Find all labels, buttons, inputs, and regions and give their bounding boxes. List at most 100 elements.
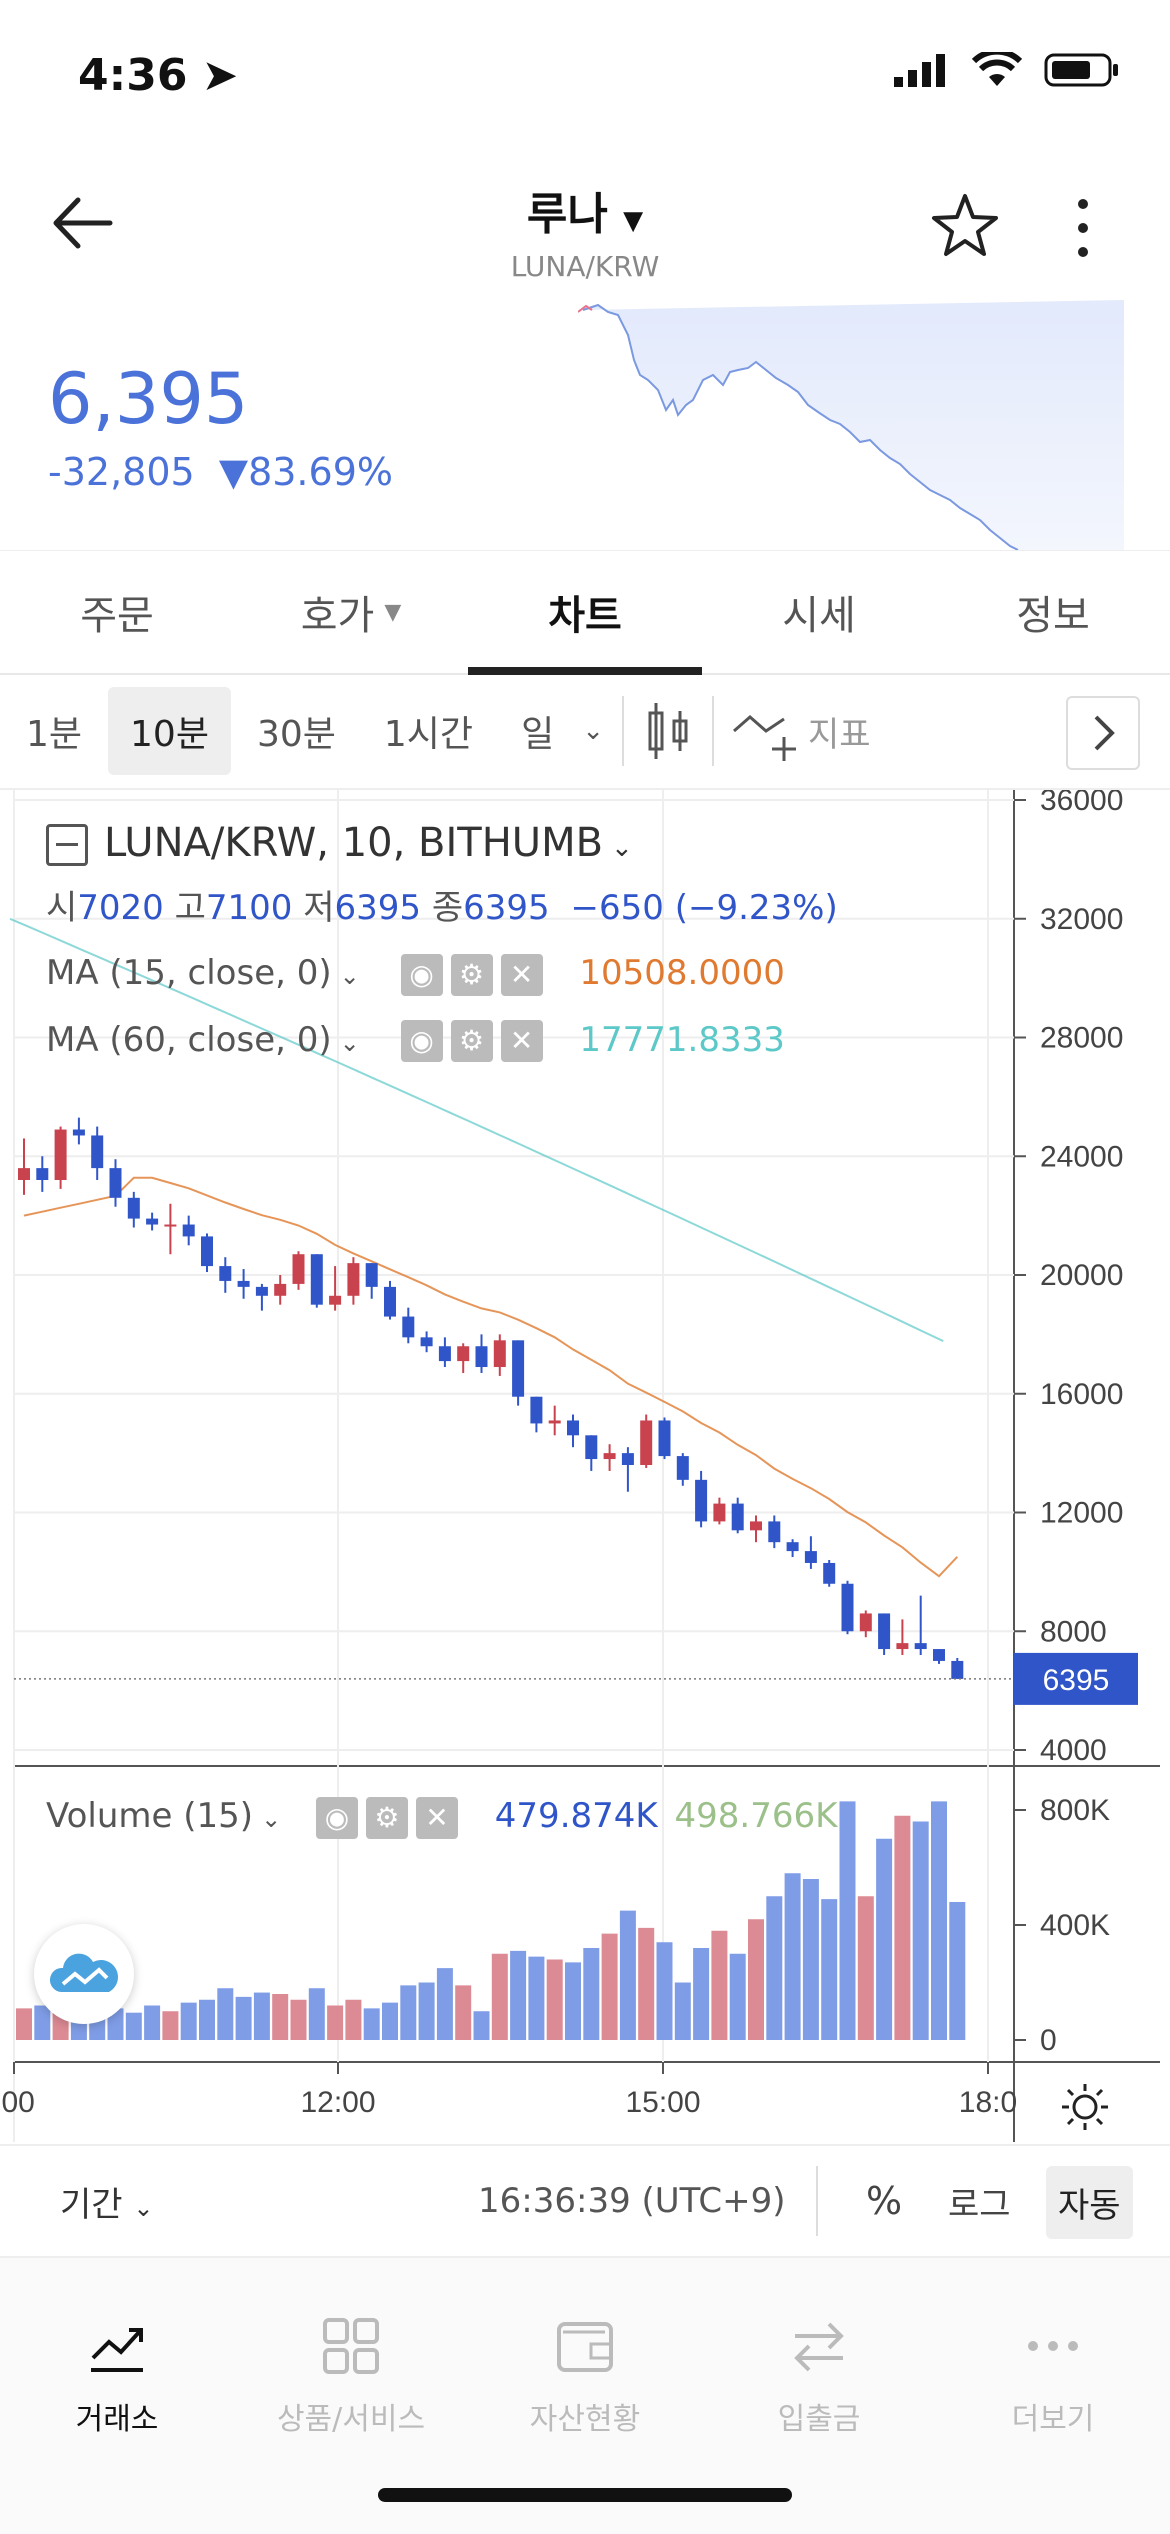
candle-body xyxy=(896,1643,909,1650)
close-icon[interactable]: ✕ xyxy=(500,953,543,996)
scroll-right-button[interactable] xyxy=(1066,696,1140,770)
interval-1h[interactable]: 1시간 xyxy=(383,714,474,755)
divider xyxy=(711,696,714,766)
ma60-value: 17771.8333 xyxy=(579,1019,785,1060)
interval-1m[interactable]: 1분 xyxy=(26,714,83,755)
current-price: 6,395 xyxy=(48,358,249,440)
close-icon[interactable]: ✕ xyxy=(415,1796,458,1839)
candle-body xyxy=(91,1135,104,1169)
volume-bar xyxy=(327,2005,344,2040)
tab-market[interactable]: 시세 xyxy=(702,551,936,673)
ma60-label: MA (60, close, 0) xyxy=(46,1019,332,1060)
price-change: -32,805 ▼83.69% xyxy=(48,450,393,494)
gear-icon[interactable]: ⚙ xyxy=(365,1796,408,1839)
candle-body xyxy=(72,1129,85,1136)
indicator-label[interactable]: 지표 xyxy=(807,714,871,755)
tab-label: 정보 xyxy=(1016,593,1090,639)
auto-toggle[interactable]: 자동 xyxy=(1046,2166,1133,2239)
collapse-icon[interactable] xyxy=(46,824,88,866)
price-axis-label: 28000 xyxy=(1040,1022,1123,1055)
tab-info[interactable]: 정보 xyxy=(936,551,1170,673)
candle-body xyxy=(933,1649,945,1661)
volume-bar xyxy=(766,1896,783,2040)
indicator-icon[interactable] xyxy=(732,701,802,761)
favorite-button[interactable] xyxy=(930,190,1000,264)
time-axis-label: 15:00 xyxy=(625,2086,700,2119)
change-amount: -32,805 xyxy=(48,450,195,494)
interval-dropdown-icon[interactable]: ⌄ xyxy=(582,716,604,746)
eye-icon[interactable]: ◉ xyxy=(400,1020,443,1062)
tab-chart[interactable]: 차트 xyxy=(468,551,702,675)
eye-icon[interactable]: ◉ xyxy=(400,953,443,996)
volume-bar xyxy=(345,1999,362,2040)
wallet-icon xyxy=(557,2322,613,2372)
volume-bar xyxy=(949,1902,966,2040)
nav-exchange[interactable]: 거래소 xyxy=(0,2318,234,2438)
more-horizontal-icon xyxy=(1028,2341,1078,2351)
volume-bar xyxy=(821,1899,838,2040)
nav-products[interactable]: 상품/서비스 xyxy=(234,2318,468,2438)
nav-assets[interactable]: 자산현황 xyxy=(468,2318,702,2438)
candle-body xyxy=(127,1197,140,1219)
chart-logo-button[interactable] xyxy=(34,1924,134,2024)
period-selector[interactable]: 기간 ⌄ xyxy=(60,2177,153,2226)
candle-body xyxy=(182,1224,195,1237)
volume-bar xyxy=(235,1996,252,2040)
interval-day[interactable]: 일 xyxy=(521,714,555,755)
volume-bar xyxy=(748,1919,764,2040)
candlestick-type-icon[interactable] xyxy=(642,701,694,761)
tab-orderbook[interactable]: 호가 ▼ xyxy=(234,551,468,673)
volume-bar xyxy=(400,1985,417,2040)
gear-icon[interactable]: ⚙ xyxy=(450,1020,493,1062)
symbol-row[interactable]: LUNA/KRW, 10, BITHUMB ⌄ xyxy=(46,820,838,866)
price-chart[interactable]: 36000 32000 28000 24000 20000 16000 12000 8000 4… xyxy=(0,790,1170,2142)
log-toggle[interactable]: 로그 xyxy=(948,2184,1011,2225)
candle-body xyxy=(347,1263,360,1296)
change-percent: ▼83.69% xyxy=(218,450,393,494)
more-vertical-icon xyxy=(1078,199,1088,257)
candle-body xyxy=(804,1551,817,1563)
volume-bar xyxy=(693,1948,710,2040)
volume-value-1: 479.874K xyxy=(494,1796,658,1836)
volume-bar xyxy=(876,1838,893,2040)
volume-bar xyxy=(125,2012,142,2040)
coin-title[interactable]: 루나 ▼ LUNA/KRW xyxy=(0,178,1170,283)
nav-label: 거래소 xyxy=(75,2402,159,2437)
ma15-line xyxy=(23,1176,959,1578)
nav-label: 자산현황 xyxy=(529,2402,641,2437)
candle-body xyxy=(18,1168,30,1180)
volume-bar xyxy=(583,1948,600,2040)
volume-bar xyxy=(931,1801,947,2040)
nav-deposit-withdraw[interactable]: 입출금 xyxy=(702,2318,936,2438)
last-price-label: 6395 xyxy=(1043,1664,1110,1697)
chevron-down-icon: ⌄ xyxy=(339,1028,360,1057)
ohlc-row: 시7020 고7100 저6395 종6395 −650 (−9.23%) xyxy=(46,880,838,929)
interval-10m[interactable]: 10분 xyxy=(108,687,231,775)
percent-toggle[interactable]: % xyxy=(866,2179,903,2223)
ma60-row[interactable]: MA (60, close, 0) ⌄ ◉ ⚙ ✕ 17771.8333 xyxy=(46,1019,838,1062)
chart-bottom-bar: 기간 ⌄ 16:36:39 (UTC+9) % 로그 자동 xyxy=(0,2144,1170,2256)
nav-more[interactable]: 더보기 xyxy=(936,2318,1170,2438)
eye-icon[interactable]: ◉ xyxy=(315,1796,358,1839)
back-button[interactable] xyxy=(48,188,128,258)
volume-bar xyxy=(199,1999,215,2040)
ma15-row[interactable]: MA (15, close, 0) ⌄ ◉ ⚙ ✕ 10508.0000 xyxy=(46,953,838,996)
volume-legend[interactable]: Volume (15) ⌄ ◉ ⚙ ✕ 479.874K 498.766K xyxy=(46,1796,837,1839)
location-arrow-icon: ➤ xyxy=(201,50,239,101)
volume-bar xyxy=(546,1959,563,2040)
chevron-down-icon: ⌄ xyxy=(611,833,633,863)
candle-body xyxy=(878,1613,891,1650)
volume-bar xyxy=(839,1801,856,2040)
interval-30m[interactable]: 30분 xyxy=(256,714,336,755)
candle-body xyxy=(201,1236,213,1267)
volume-bar xyxy=(857,1896,874,2040)
candle-body xyxy=(438,1346,451,1362)
low-label: 저 xyxy=(303,888,335,928)
gear-icon[interactable]: ⚙ xyxy=(450,953,493,996)
tab-order[interactable]: 주문 xyxy=(0,551,234,673)
theme-toggle-button[interactable] xyxy=(1060,2082,1110,2136)
volume-bar xyxy=(363,2008,380,2040)
more-button[interactable] xyxy=(1068,196,1098,264)
volume-bar xyxy=(656,1942,673,2040)
close-icon[interactable]: ✕ xyxy=(500,1020,543,1062)
